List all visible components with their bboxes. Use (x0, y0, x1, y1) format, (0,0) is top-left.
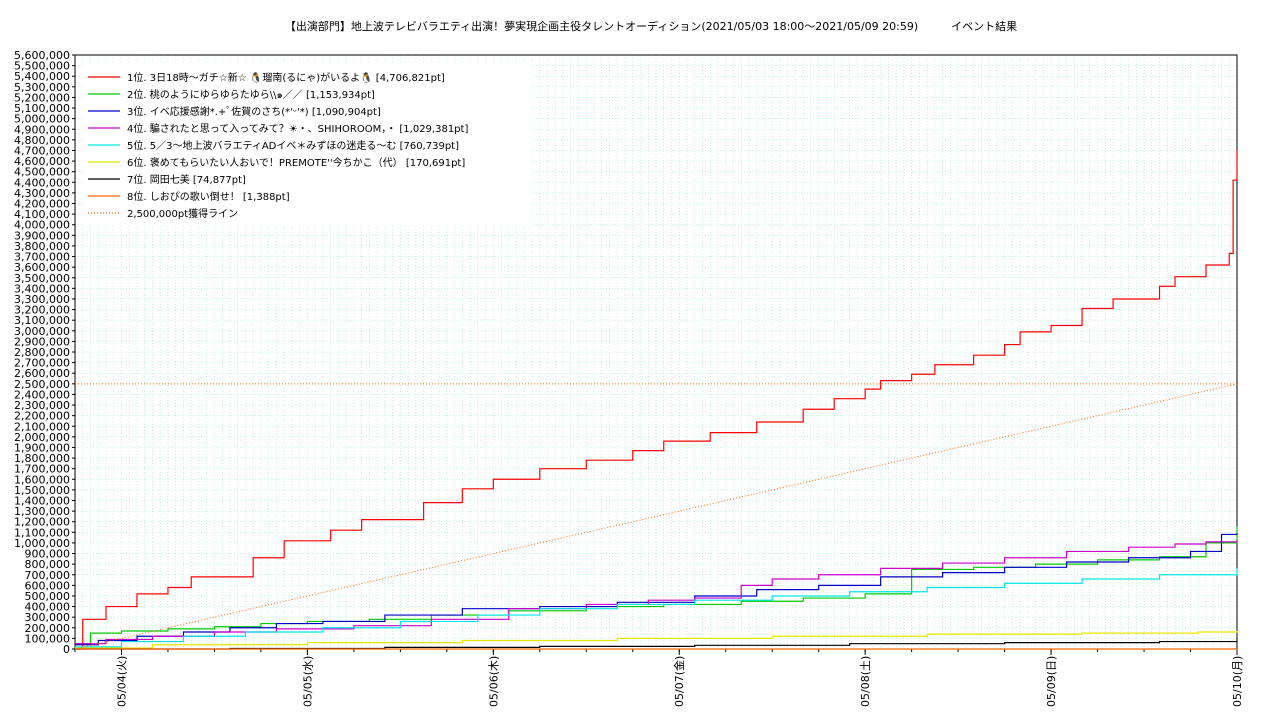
y-tick-label: 3,500,000 (14, 272, 70, 285)
y-tick-label: 1,500,000 (14, 484, 70, 497)
y-tick-label: 0 (63, 643, 70, 656)
y-tick-label: 500,000 (25, 590, 71, 603)
x-tick-label: 05/10(月) (1231, 656, 1244, 707)
y-tick-label: 5,100,000 (14, 102, 70, 115)
series-line-1 (75, 149, 1238, 650)
y-tick-label: 4,500,000 (14, 166, 70, 179)
y-tick-label: 2,500,000 (14, 378, 70, 391)
y-tick-label: 2,600,000 (14, 367, 70, 380)
y-tick-label: 2,900,000 (14, 335, 70, 348)
series-line-6 (75, 630, 1238, 649)
y-tick-label: 2,000,000 (14, 431, 70, 444)
y-tick-label: 300,000 (25, 611, 71, 624)
y-tick-label: 5,300,000 (14, 81, 70, 94)
x-tick-label: 05/04(火) (115, 656, 128, 707)
y-tick-label: 1,000,000 (14, 537, 70, 550)
y-tick-label: 3,400,000 (14, 282, 70, 295)
y-tick-label: 400,000 (25, 601, 71, 614)
y-tick-label: 4,900,000 (14, 123, 70, 136)
x-tick-label: 05/08(土) (859, 656, 872, 707)
y-tick-label: 200,000 (25, 622, 71, 635)
y-tick-label: 700,000 (25, 569, 71, 582)
y-tick-label: 600,000 (25, 579, 71, 592)
legend-entry: 7位. 岡田七美 [74,877pt] (127, 173, 246, 186)
legend-entry: 6位. 褒めてもらいたい人おいで！PREMOTE''今ちかこ（代） [170,6… (127, 156, 465, 169)
legend-entry: 3位. イベ応援感謝*.+ﾟ佐賀のさち(*'ᵕ'*) [1,090,904pt] (127, 105, 381, 118)
x-tick-label: 05/09(日) (1045, 656, 1058, 707)
y-tick-label: 100,000 (25, 632, 71, 645)
x-tick-label: 05/06(木) (487, 656, 500, 707)
legend: 1位. 3日18時〜ガチ☆新☆ 🐧瑠南(るにゃ)がいるよ🐧 [4,706,821… (82, 64, 532, 226)
y-tick-label: 1,700,000 (14, 463, 70, 476)
plot-area (74, 149, 1238, 650)
y-tick-label: 2,700,000 (14, 357, 70, 370)
x-axis-ticks: 05/04(火) 05/05(水) 05/06(木) 05/07(金) 05/08(土)… (74, 649, 1244, 707)
y-tick-label: 3,200,000 (14, 304, 70, 317)
y-tick-label: 4,600,000 (14, 155, 70, 168)
y-tick-label: 1,300,000 (14, 505, 70, 518)
y-tick-label: 1,600,000 (14, 473, 70, 486)
legend-entry: 1位. 3日18時〜ガチ☆新☆ 🐧瑠南(るにゃ)がいるよ🐧 [4,706,821… (127, 71, 445, 84)
y-tick-label: 2,300,000 (14, 399, 70, 412)
series-line-5 (75, 568, 1238, 648)
target-line (74, 383, 1238, 650)
y-tick-label: 900,000 (25, 548, 71, 561)
y-tick-label: 3,900,000 (14, 229, 70, 242)
legend-box (82, 64, 532, 226)
y-tick-label: 5,200,000 (14, 91, 70, 104)
legend-entry: 5位. 5／3〜地上波バラエティADイベ＊みずほの迷走る〜む [760,739p… (127, 139, 459, 152)
y-tick-label: 5,400,000 (14, 70, 70, 83)
y-tick-label: 4,200,000 (14, 198, 70, 211)
legend-entry: 2位. 桃のようにゆらゆらたゆら\\๑／／ [1,153,934pt] (127, 88, 375, 101)
grid (74, 54, 1238, 650)
y-tick-label: 1,100,000 (14, 526, 70, 539)
y-tick-label: 2,400,000 (14, 388, 70, 401)
y-tick-label: 2,800,000 (14, 346, 70, 359)
y-tick-label: 800,000 (25, 558, 71, 571)
y-tick-label: 3,300,000 (14, 293, 70, 306)
y-tick-label: 1,400,000 (14, 495, 70, 508)
chart-title: 【出演部門】地上波テレビバラエティ出演！夢実現企画主役タレントオーディション(2… (285, 19, 1017, 33)
y-tick-label: 4,100,000 (14, 208, 70, 221)
x-tick-label: 05/05(水) (301, 656, 314, 707)
legend-entry: 4位. 騙されたと思って入ってみて？☀・、SHIHOROOM，・ [1,029,… (127, 122, 468, 135)
y-tick-label: 4,800,000 (14, 134, 70, 147)
legend-entry: 8位. しおぴの歌い倒せ！ [1,388pt] (127, 190, 290, 203)
x-tick-label: 05/07(金) (672, 656, 686, 707)
y-tick-label: 5,600,000 (14, 49, 70, 62)
y-tick-label: 4,400,000 (14, 176, 70, 189)
y-tick-label: 3,800,000 (14, 240, 70, 253)
y-tick-label: 2,100,000 (14, 420, 70, 433)
y-tick-label: 1,900,000 (14, 441, 70, 454)
y-tick-label: 1,200,000 (14, 516, 70, 529)
y-tick-label: 1,800,000 (14, 452, 70, 465)
y-tick-label: 4,700,000 (14, 144, 70, 157)
y-tick-label: 5,000,000 (14, 113, 70, 126)
y-tick-label: 3,700,000 (14, 251, 70, 264)
y-tick-label: 4,000,000 (14, 219, 70, 232)
legend-entry: 2,500,000pt獲得ライン (127, 207, 238, 220)
y-tick-label: 2,200,000 (14, 410, 70, 423)
y-tick-label: 5,500,000 (14, 60, 70, 73)
y-tick-label: 3,600,000 (14, 261, 70, 274)
y-axis-ticks: 0100,000200,000300,000400,000500,000600,… (14, 49, 75, 656)
y-tick-label: 3,100,000 (14, 314, 70, 327)
y-tick-label: 3,000,000 (14, 325, 70, 338)
y-tick-label: 4,300,000 (14, 187, 70, 200)
series-line-2 (75, 526, 1238, 645)
